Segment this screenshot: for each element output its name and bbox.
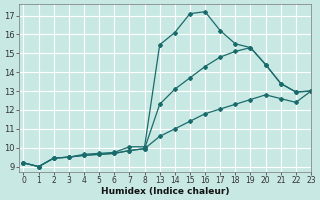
X-axis label: Humidex (Indice chaleur): Humidex (Indice chaleur) xyxy=(101,187,229,196)
